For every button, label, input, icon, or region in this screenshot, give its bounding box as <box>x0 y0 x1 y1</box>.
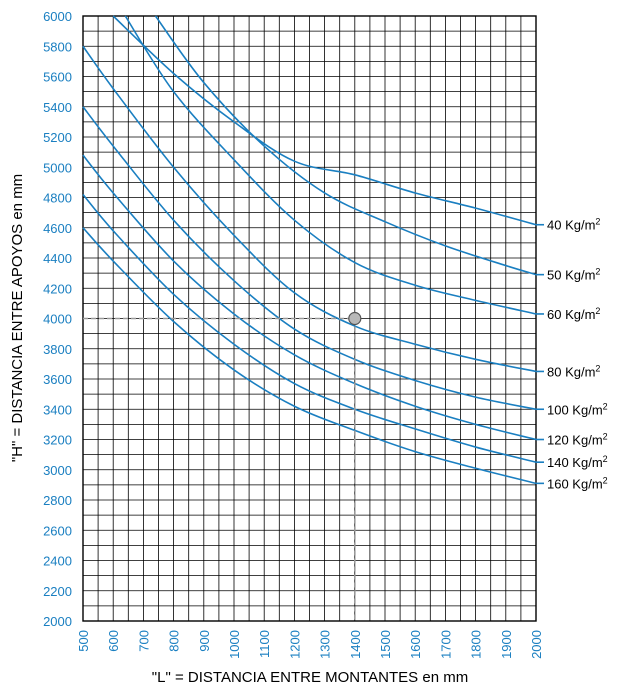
x-tick-label: 1900 <box>499 630 514 659</box>
y-tick-label: 2800 <box>43 493 72 508</box>
y-tick-label: 5400 <box>43 100 72 115</box>
y-tick-label: 2000 <box>43 614 72 629</box>
series-label: 100 Kg/m2 <box>547 401 608 417</box>
y-tick-label: 2200 <box>43 584 72 599</box>
y-tick-label: 3200 <box>43 433 72 448</box>
series-line <box>82 193 537 463</box>
highlight-point <box>348 311 362 326</box>
y-tick-labels: 2000 2200 2400 2600 2800 3000 3200 3400 3600 3800… <box>43 9 72 629</box>
x-tick-label: 1200 <box>287 630 302 659</box>
y-tick-label: 5000 <box>43 160 72 175</box>
series-label: 80 Kg/m2 <box>547 363 600 379</box>
y-tick-label: 3800 <box>43 342 72 357</box>
curve-labels: 40 Kg/m2 50 Kg/m2 60 Kg/m2 80 Kg/m2 100 Kg/m… <box>547 217 608 492</box>
series-line <box>82 45 537 373</box>
series-label: 160 Kg/m2 <box>547 475 608 491</box>
y-tick-label: 4200 <box>43 281 72 296</box>
x-tick-label: 1800 <box>469 630 484 659</box>
curves <box>82 15 544 485</box>
series-line <box>124 15 537 315</box>
x-tick-label: 1000 <box>227 630 242 659</box>
y-tick-label: 4800 <box>43 191 72 206</box>
y-tick-label: 2600 <box>43 523 72 538</box>
guides <box>83 311 362 621</box>
series-line <box>154 15 537 276</box>
y-tick-label: 5800 <box>43 39 72 54</box>
y-tick-label: 4600 <box>43 221 72 236</box>
y-axis-title: "H" = DISTANCIA ENTRE APOYOS en mm <box>9 174 26 462</box>
series-line <box>82 154 537 441</box>
y-tick-label: 4400 <box>43 251 72 266</box>
x-tick-label: 700 <box>136 630 151 652</box>
y-tick-label: 3600 <box>43 372 72 387</box>
y-tick-label: 3000 <box>43 463 72 478</box>
x-tick-labels: 500 600 700 800 900 1000 1100 1200 1300 1400 1500 1… <box>76 630 544 659</box>
x-tick-label: 600 <box>106 630 121 652</box>
grid-minor <box>82 15 537 622</box>
series-label: 60 Kg/m2 <box>547 306 600 322</box>
y-tick-label: 6000 <box>43 9 72 24</box>
x-tick-label: 1700 <box>438 630 453 659</box>
y-tick-label: 5600 <box>43 70 72 85</box>
y-tick-label: 3400 <box>43 402 72 417</box>
series-label: 50 Kg/m2 <box>547 267 600 283</box>
series-label: 140 Kg/m2 <box>547 454 608 470</box>
y-tick-label: 4000 <box>43 312 72 327</box>
series-label: 40 Kg/m2 <box>547 217 600 233</box>
x-tick-label: 1100 <box>257 630 272 658</box>
series-line <box>112 15 537 226</box>
x-tick-label: 800 <box>167 630 182 652</box>
y-tick-label: 5200 <box>43 130 72 145</box>
x-tick-label: 1500 <box>378 630 393 659</box>
x-tick-label: 500 <box>76 630 91 652</box>
y-tick-label: 2400 <box>43 554 72 569</box>
x-tick-label: 1600 <box>408 630 423 659</box>
series-line <box>82 227 537 485</box>
series-line <box>82 106 537 411</box>
x-tick-label: 2000 <box>529 630 544 659</box>
x-tick-label: 1400 <box>348 630 363 659</box>
x-tick-label: 900 <box>197 630 212 652</box>
x-tick-label: 1300 <box>318 630 333 659</box>
x-axis-title: "L" = DISTANCIA ENTRE MONTANTES en mm <box>152 669 468 686</box>
series-label: 120 Kg/m2 <box>547 432 608 448</box>
